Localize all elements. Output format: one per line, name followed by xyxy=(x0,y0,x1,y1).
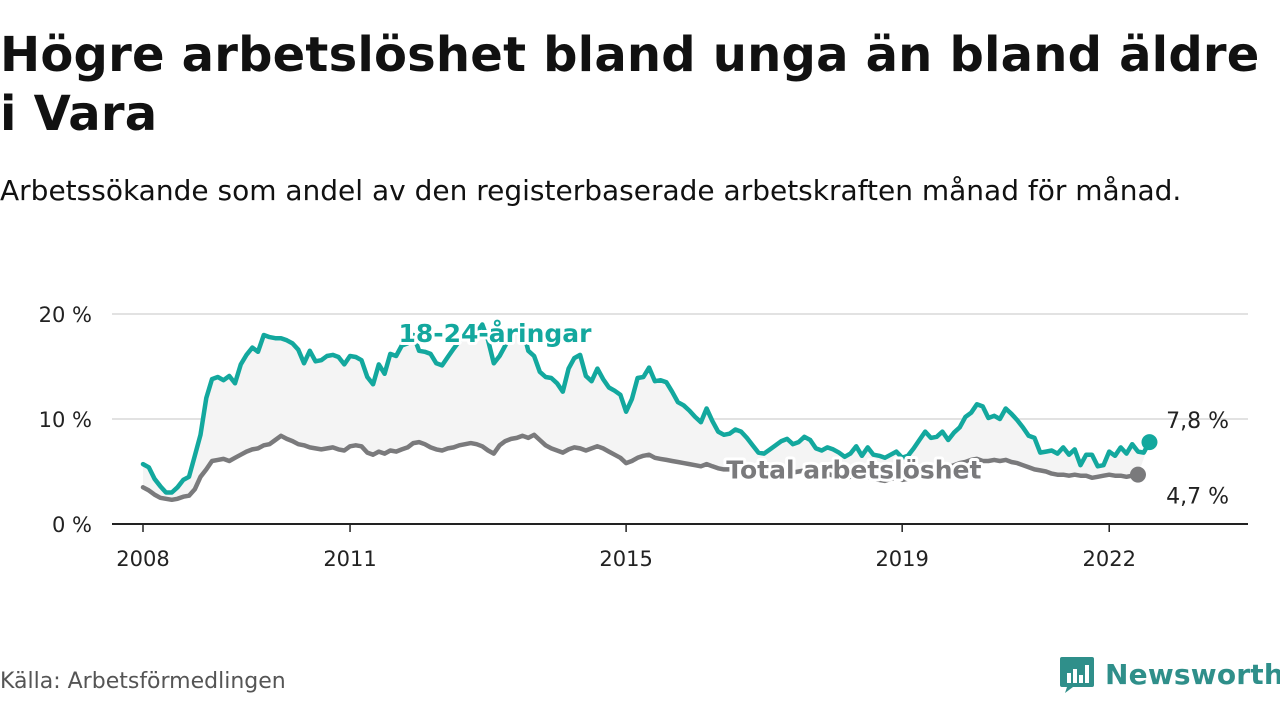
axes xyxy=(112,523,1248,532)
end-point-total xyxy=(1129,466,1146,483)
end-value-label-total: 4,7 % xyxy=(1166,485,1229,510)
x-tick-label: 2019 xyxy=(875,547,928,571)
y-tick-label: 0 % xyxy=(52,513,92,537)
brand-name: Newsworthy xyxy=(1105,657,1280,691)
end-point-youth xyxy=(1141,434,1158,451)
series-annotation-total: Total arbetslöshet xyxy=(726,455,981,484)
newsworthy-logo[interactable]: Newsworthy xyxy=(1059,655,1280,693)
line-chart: 0 % 10 % 20 % 2008 2011 2015 2019 2022 7,8 % 4,7 … xyxy=(39,303,1248,571)
gap-band xyxy=(143,324,1150,500)
series-annotation-youth: 18-24-åringar xyxy=(398,319,592,348)
end-value-label-youth: 7,8 % xyxy=(1166,409,1229,434)
series-lines xyxy=(140,322,1158,503)
labels: 0 % 10 % 20 % 2008 2011 2015 2019 2022 7,8 % 4,7 … xyxy=(39,303,1229,571)
chart-subtitle: Arbetssökande som andel av den registerb… xyxy=(0,174,1182,207)
y-tick-label: 10 % xyxy=(39,408,92,432)
x-tick-label: 2015 xyxy=(599,547,652,571)
source-note: Källa: Arbetsförmedlingen xyxy=(0,669,286,694)
newsworthy-logo-icon xyxy=(1060,657,1094,693)
x-tick-label: 2011 xyxy=(323,547,376,571)
y-tick-label: 20 % xyxy=(39,303,92,327)
series-line-total xyxy=(140,432,1141,503)
series-line-youth xyxy=(140,322,1152,495)
x-tick-label: 2008 xyxy=(116,547,169,571)
chart-title: Högre arbetslöshet bland unga än bland ä… xyxy=(0,27,1260,142)
x-tick-label: 2022 xyxy=(1082,547,1135,571)
